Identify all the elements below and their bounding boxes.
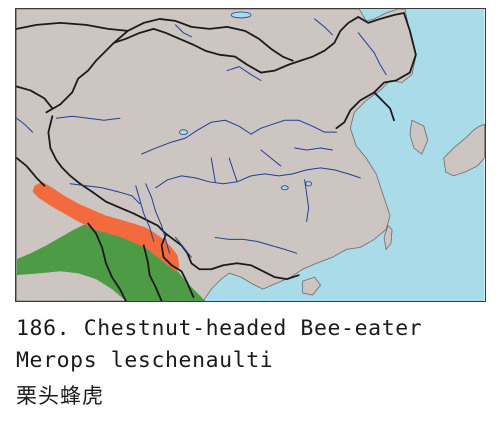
border-india xyxy=(16,157,46,187)
lake-qinghai xyxy=(179,129,188,136)
resident-range xyxy=(16,221,206,301)
river-west xyxy=(16,117,33,133)
river-brahmaputra xyxy=(69,183,141,205)
range-map xyxy=(15,8,486,302)
species-chinese-name: 栗头蜂虎 xyxy=(16,384,104,408)
river-yellow xyxy=(141,119,337,155)
border-thailand xyxy=(142,244,163,301)
river-min xyxy=(210,157,216,183)
land-island xyxy=(409,119,429,155)
lake-poyang xyxy=(305,181,312,187)
lake-dongting xyxy=(280,185,289,191)
river-pearl xyxy=(214,236,298,254)
river-jialing xyxy=(228,157,238,183)
river-gan xyxy=(304,179,310,223)
river-red xyxy=(175,236,192,258)
river-yangtze xyxy=(155,167,361,189)
river-northern xyxy=(226,66,262,82)
breeding-range xyxy=(32,181,180,272)
river-selenga xyxy=(175,24,192,38)
border-myanmar xyxy=(87,222,127,301)
species-scientific-name: Merops leschenaulti xyxy=(16,348,274,373)
river-han xyxy=(260,149,282,167)
land-taiwan xyxy=(383,224,393,251)
border-russia xyxy=(16,22,129,32)
border-laos-vietnam xyxy=(160,234,195,298)
river-heilong xyxy=(314,18,333,36)
border-korea xyxy=(373,91,395,122)
border-mongolia xyxy=(113,18,294,62)
lake-baikal xyxy=(230,11,252,19)
border-china xyxy=(45,12,417,281)
species-number-and-name: 186. Chestnut-headed Bee-eater xyxy=(16,316,423,341)
land-island xyxy=(443,123,485,177)
river-huai xyxy=(294,147,333,151)
river-amur xyxy=(357,32,387,76)
land-hainan xyxy=(302,276,322,296)
river-mekong xyxy=(145,183,171,254)
border-kazakhstan xyxy=(16,85,54,110)
river-salween xyxy=(135,185,155,242)
river-tarim xyxy=(55,115,121,121)
range-map-svg xyxy=(16,9,485,301)
